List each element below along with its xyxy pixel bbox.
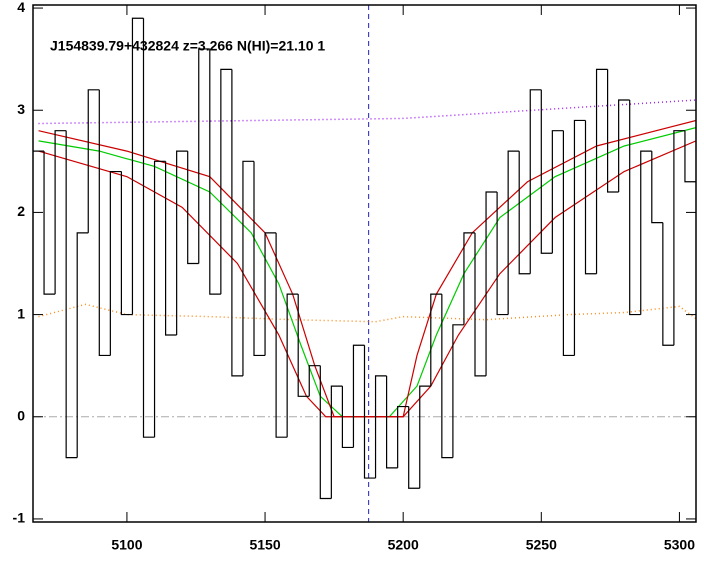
flux-step <box>176 150 188 336</box>
flux-step <box>319 365 332 500</box>
flux-step <box>386 375 398 469</box>
flux-step <box>452 324 464 458</box>
plot-area <box>33 5 696 522</box>
flux-step <box>518 151 531 275</box>
flux-step <box>308 365 321 397</box>
flux-step <box>165 161 177 336</box>
flux-step <box>330 385 343 499</box>
flux-step <box>573 119 586 356</box>
flux-step <box>640 150 652 315</box>
flux-step <box>109 170 122 356</box>
flux-step <box>54 130 67 295</box>
flux-step <box>474 232 487 377</box>
flux-step <box>485 191 498 376</box>
flux-step <box>540 89 553 254</box>
flux-step <box>209 48 221 295</box>
flux-step <box>374 375 387 479</box>
flux-step <box>341 386 354 449</box>
flux-step <box>529 89 542 274</box>
flux-step <box>595 68 608 274</box>
flux-step <box>153 160 166 438</box>
flux-step <box>684 130 696 183</box>
flux-step <box>496 191 509 316</box>
flux-step <box>120 171 133 316</box>
y-tick-label: 1 <box>17 305 25 321</box>
flux-step <box>551 130 564 254</box>
flux-step <box>198 48 210 264</box>
frame <box>32 4 697 523</box>
flux-step <box>220 68 232 295</box>
flux-step <box>187 151 199 265</box>
flux-step <box>43 151 56 295</box>
y-tick-label: 0 <box>17 407 25 423</box>
flux-step <box>607 69 619 193</box>
x-tick-label: 5100 <box>111 537 142 553</box>
x-tick-label: 5200 <box>388 537 419 553</box>
flux-step <box>275 232 288 438</box>
flux-step <box>397 405 409 468</box>
flux-step <box>673 130 685 346</box>
flux-step <box>507 150 520 315</box>
flux-step <box>297 294 310 397</box>
y-tick-label: -1 <box>13 510 26 526</box>
chart-title: J154839.79+432824 z=3.266 N(HI)=21.10 1 <box>50 38 325 54</box>
x-tick-label: 5300 <box>664 537 695 553</box>
flux-step <box>142 18 155 438</box>
flux-step <box>662 222 674 346</box>
model-line <box>38 303 696 323</box>
flux-step <box>264 232 277 356</box>
model-line <box>38 99 696 125</box>
x-tick-label: 5250 <box>526 537 557 553</box>
flux-step <box>65 130 78 459</box>
flux-step <box>430 293 442 387</box>
flux-step <box>618 99 630 192</box>
flux-step <box>441 294 453 459</box>
flux-step <box>584 120 597 275</box>
flux-step <box>629 100 641 316</box>
flux-step <box>76 232 89 458</box>
y-tick-label: 4 <box>17 0 25 15</box>
flux-step <box>408 406 420 489</box>
y-tick-label: 2 <box>17 203 25 219</box>
x-tick-label: 5150 <box>249 537 280 553</box>
flux-step <box>98 89 111 357</box>
flux-step <box>562 130 575 357</box>
flux-step <box>242 160 254 376</box>
flux-step <box>352 344 365 448</box>
flux-step <box>231 69 243 377</box>
flux-step <box>419 385 431 489</box>
y-tick-label: 3 <box>17 101 25 117</box>
flux-step <box>651 151 663 224</box>
flux-step <box>363 345 376 479</box>
flux-step <box>463 232 475 325</box>
flux-step <box>131 17 144 315</box>
flux-step <box>286 293 299 438</box>
flux-step <box>253 161 266 357</box>
flux-step <box>87 89 100 233</box>
